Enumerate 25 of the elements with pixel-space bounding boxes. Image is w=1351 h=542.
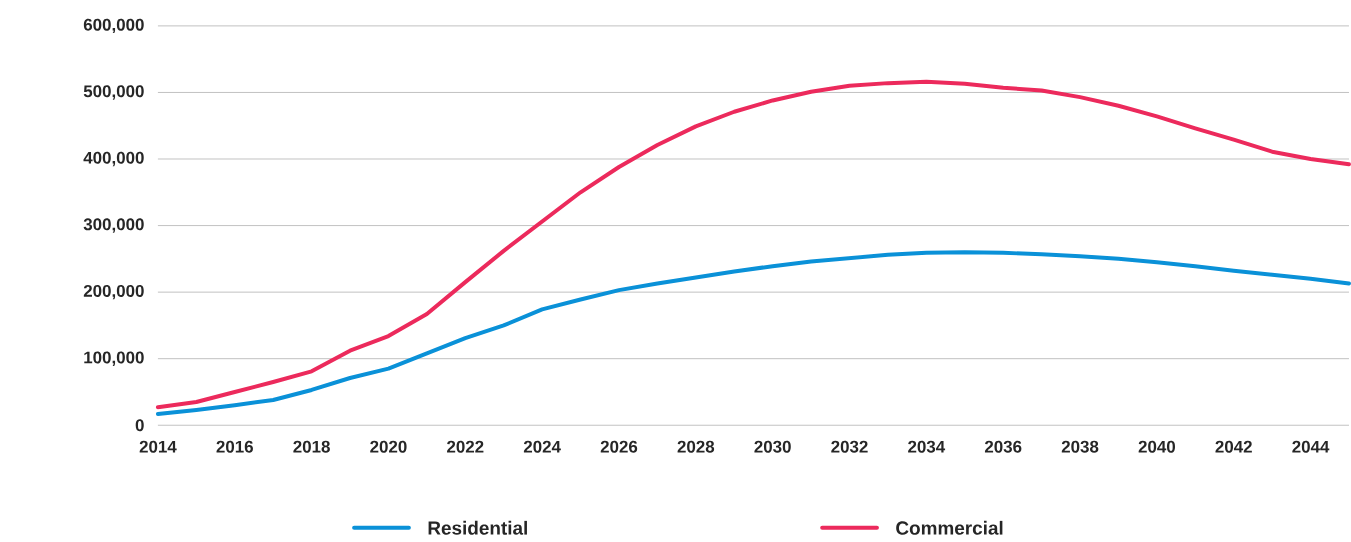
y-tick-label: 500,000 <box>83 85 144 100</box>
legend-label: Residential <box>428 520 527 535</box>
x-tick-label: 2040 <box>1138 440 1176 453</box>
x-tick-label: 2028 <box>677 440 715 453</box>
y-tick-label: 600,000 <box>83 18 144 34</box>
x-tick-label: 2016 <box>216 440 253 453</box>
x-tick-label: 2034 <box>908 440 946 453</box>
y-tick-label: 200,000 <box>83 285 144 300</box>
x-tick-label: 2014 <box>139 440 177 453</box>
x-tick-label: 2018 <box>293 440 330 453</box>
x-tick-label: 2030 <box>754 440 791 453</box>
x-tick-label: 2022 <box>447 440 484 453</box>
x-tick-label: 2032 <box>831 440 868 453</box>
y-tick-label: 0 <box>135 419 144 432</box>
x-tick-label: 2038 <box>1061 440 1099 453</box>
x-tick-label: 2024 <box>523 440 561 453</box>
y-tick-label: 400,000 <box>83 151 144 167</box>
x-tick-label: 2036 <box>984 440 1022 453</box>
x-tick-label: 2020 <box>370 440 407 453</box>
y-tick-label: 100,000 <box>84 351 144 367</box>
x-tick-label: 2026 <box>600 440 638 453</box>
x-tick-label: 2044 <box>1292 440 1330 453</box>
y-tick-label: 300,000 <box>83 218 144 233</box>
legend-label: Commercial <box>896 520 1003 535</box>
x-tick-label: 2042 <box>1215 440 1252 453</box>
